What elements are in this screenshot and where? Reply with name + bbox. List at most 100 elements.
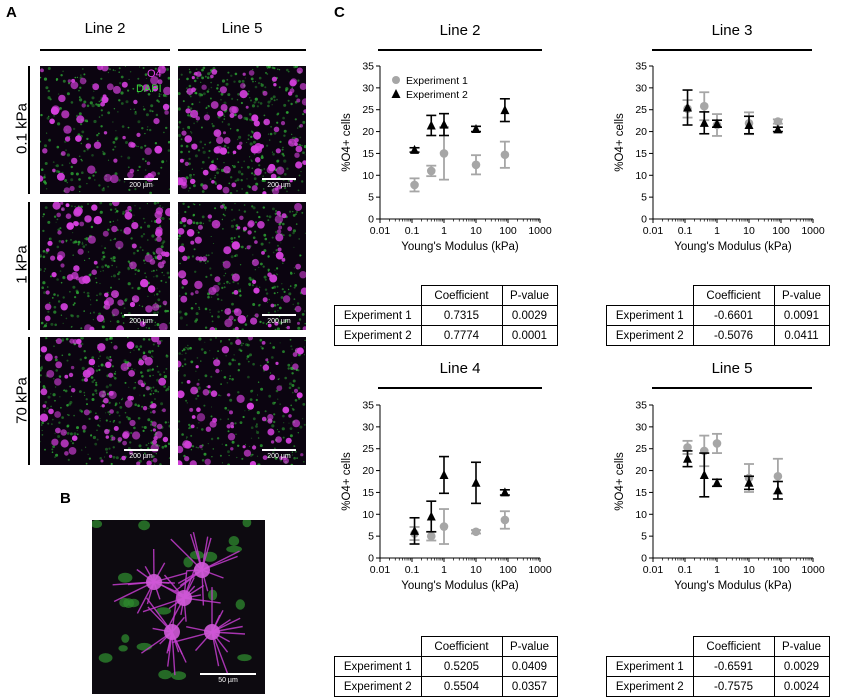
data-point-experiment-1 <box>426 531 436 541</box>
chart-rule-line3 <box>652 49 812 51</box>
stats-table-line3: Coefficient P-value Experiment 1 -0.6601… <box>606 285 830 346</box>
data-point-experiment-2 <box>712 477 722 487</box>
x-tick-label: 1000 <box>801 225 825 237</box>
table-cell: 0.0357 <box>501 676 558 697</box>
micrograph-texture <box>178 202 306 330</box>
stats-table-line5: Coefficient P-value Experiment 1 -0.6591… <box>606 636 830 697</box>
table-row: Experiment 1 0.5205 0.0409 <box>334 656 558 677</box>
data-point-experiment-2 <box>471 123 481 133</box>
y-tick-label: 10 <box>635 170 647 182</box>
data-point-experiment-2 <box>439 119 449 129</box>
table-cell: 0.7315 <box>420 305 503 326</box>
data-point-experiment-1 <box>439 149 449 158</box>
table-cell: Experiment 1 <box>334 305 422 326</box>
data-point-experiment-2 <box>410 525 420 535</box>
x-tick-label: 0.1 <box>405 564 420 576</box>
stats-table-line4: Coefficient P-value Experiment 1 0.5205 … <box>334 636 558 697</box>
table-cell: Experiment 1 <box>606 305 694 326</box>
scalebar-label-a3: 200 µm <box>129 318 153 325</box>
data-point-experiment-2 <box>699 469 709 479</box>
micrograph-texture <box>40 337 170 465</box>
y-axis-label: %O4+ cells <box>341 113 353 172</box>
legend-label-experiment-2: Experiment 2 <box>406 89 468 101</box>
data-point-experiment-2 <box>773 485 783 495</box>
chart-line5: 0 5 10 15 20 25 30 35 0.01 0.1 1 10 100 1000 Young's M… <box>614 400 825 593</box>
table-cell: P-value <box>501 636 558 657</box>
x-tick-label: 100 <box>499 564 517 576</box>
x-axis-label: Young's Modulus (kPa) <box>401 580 519 592</box>
table-cell: Experiment 2 <box>334 325 422 346</box>
table-cell: 0.0029 <box>501 305 558 326</box>
chart-title-line5: Line 5 <box>711 360 753 377</box>
table-cell: Experiment 2 <box>606 676 694 697</box>
data-point-experiment-1 <box>500 515 510 525</box>
x-tick-label: 1000 <box>528 225 552 237</box>
y-tick-label: 35 <box>635 61 647 73</box>
x-axis-label: Young's Modulus (kPa) <box>401 241 519 253</box>
scalebar-a3 <box>124 314 158 316</box>
data-point-experiment-1 <box>699 101 709 111</box>
y-tick-label: 5 <box>641 531 647 543</box>
micrograph-texture <box>178 337 306 465</box>
table-cell <box>334 636 422 657</box>
x-tick-label: 0.01 <box>643 225 664 237</box>
x-tick-label: 10 <box>743 564 755 576</box>
y-tick-label: 20 <box>635 465 647 477</box>
data-point-experiment-2 <box>439 469 449 479</box>
x-tick-label: 100 <box>499 225 517 237</box>
table-cell: Experiment 1 <box>334 656 422 677</box>
data-point-experiment-2 <box>683 102 693 112</box>
chart-title-line2: Line 2 <box>439 22 481 39</box>
chart-title-line3: Line 3 <box>711 22 753 39</box>
table-cell: 0.0091 <box>773 305 830 326</box>
legend-marker-experiment-1 <box>392 76 400 84</box>
col-rule-line5 <box>178 49 306 51</box>
table-row: Coefficient P-value <box>334 636 558 657</box>
x-axis-label: Young's Modulus (kPa) <box>674 580 792 592</box>
y-tick-label: 10 <box>362 170 374 182</box>
table-cell: Coefficient <box>420 285 503 306</box>
table-cell: 0.0411 <box>773 325 830 346</box>
row-label-1kpa: 1 kPa <box>13 245 31 284</box>
y-tick-label: 25 <box>635 443 647 455</box>
table-cell: -0.5076 <box>692 325 775 346</box>
data-point-experiment-2 <box>683 453 693 463</box>
y-tick-label: 10 <box>362 509 374 521</box>
y-tick-label: 35 <box>362 400 374 412</box>
micrograph-line5-0p1kpa <box>178 66 306 194</box>
x-tick-label: 0.1 <box>405 225 420 237</box>
scalebar-label-a6: 200 µm <box>267 453 291 460</box>
micrograph-texture <box>40 66 170 194</box>
scalebar-a2 <box>262 178 296 180</box>
x-tick-label: 100 <box>772 225 790 237</box>
micrograph-line2-1kpa <box>40 202 170 330</box>
chart-line2: 0 5 10 15 20 25 30 35 0.01 0.1 1 10 100 1000 Young's M… <box>341 61 552 254</box>
y-tick-label: 25 <box>635 104 647 116</box>
x-tick-label: 10 <box>470 225 482 237</box>
y-tick-label: 10 <box>635 509 647 521</box>
y-tick-label: 5 <box>368 531 374 543</box>
x-tick-label: 10 <box>470 564 482 576</box>
x-tick-label: 0.01 <box>370 225 391 237</box>
x-tick-label: 0.01 <box>643 564 664 576</box>
table-cell: Coefficient <box>692 285 775 306</box>
table-row: Coefficient P-value <box>606 636 830 657</box>
micrograph-b-oligodendrocytes <box>92 520 265 694</box>
micrograph-line2-70kpa <box>40 337 170 465</box>
table-row: Experiment 1 -0.6601 0.0091 <box>606 305 830 326</box>
data-point-experiment-1 <box>471 527 481 537</box>
y-axis-label: %O4+ cells <box>614 452 626 511</box>
x-axis-label: Young's Modulus (kPa) <box>674 241 792 253</box>
table-cell: 0.0029 <box>773 656 830 677</box>
legend-label-experiment-1: Experiment 1 <box>406 75 468 87</box>
micrograph-texture <box>178 66 306 194</box>
panel-a-letter: A <box>6 4 17 21</box>
x-tick-label: 10 <box>743 225 755 237</box>
y-tick-label: 0 <box>368 214 374 226</box>
scalebar-label-a4: 200 µm <box>267 318 291 325</box>
x-tick-label: 0.1 <box>678 564 693 576</box>
data-point-experiment-1 <box>471 160 481 170</box>
table-cell: P-value <box>773 636 830 657</box>
chart-rule-line2 <box>378 49 542 51</box>
y-tick-label: 20 <box>362 126 374 138</box>
